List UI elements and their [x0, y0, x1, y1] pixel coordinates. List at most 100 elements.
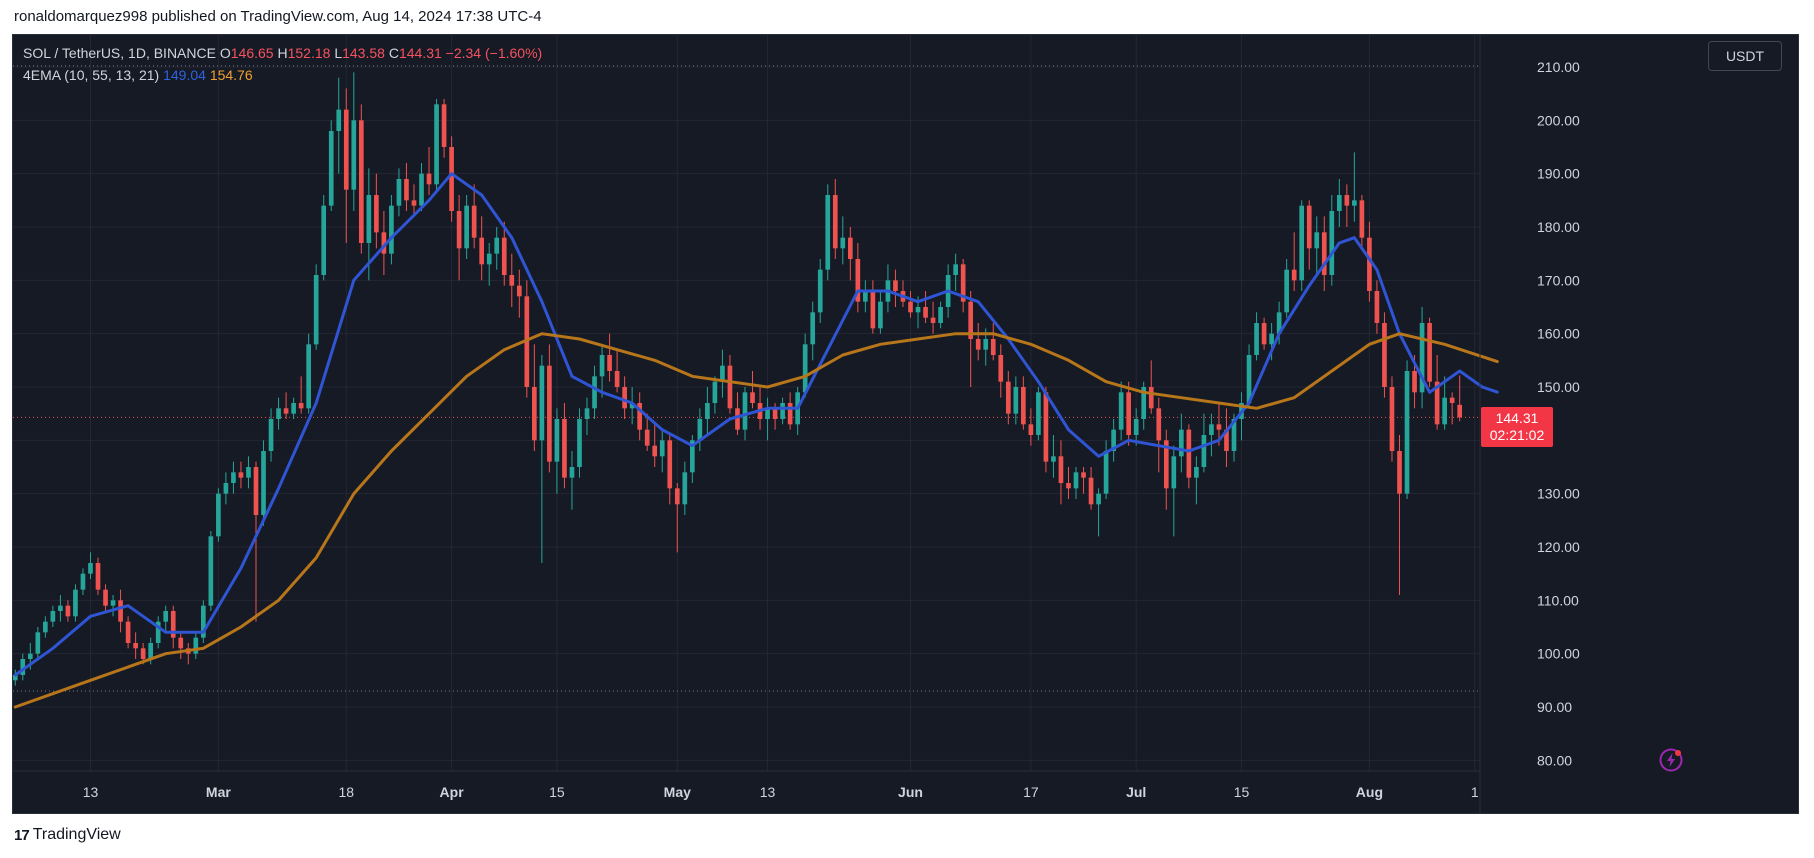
candle-body[interactable] — [1246, 355, 1252, 403]
candle-body[interactable] — [562, 419, 567, 478]
candle-body[interactable] — [1306, 205, 1312, 249]
candle-body[interactable] — [366, 195, 372, 243]
ema-55-line[interactable] — [13, 332, 1499, 709]
candle-body[interactable] — [1261, 323, 1267, 345]
candle-body[interactable] — [539, 365, 545, 441]
candle-body[interactable] — [644, 429, 650, 446]
candle-body[interactable] — [441, 104, 447, 147]
candle-body[interactable] — [1156, 408, 1162, 441]
candle-body[interactable] — [1397, 451, 1402, 494]
candle-body[interactable] — [88, 563, 93, 574]
candle-body[interactable] — [43, 621, 48, 633]
candle-body[interactable] — [125, 621, 131, 643]
candle-body[interactable] — [95, 563, 101, 590]
candle-body[interactable] — [494, 237, 500, 254]
candle-body[interactable] — [735, 408, 740, 430]
candle-body[interactable] — [1344, 195, 1350, 206]
candle-body[interactable] — [817, 269, 823, 313]
candle-body[interactable] — [1066, 483, 1071, 489]
candle-body[interactable] — [381, 232, 387, 254]
candle-body[interactable] — [1427, 323, 1432, 382]
candle-body[interactable] — [1021, 387, 1026, 425]
candle-body[interactable] — [343, 109, 349, 190]
candle-body[interactable] — [1103, 451, 1109, 494]
candle-body[interactable] — [1442, 397, 1447, 425]
candle-body[interactable] — [1163, 440, 1169, 489]
candle-body[interactable] — [742, 392, 748, 430]
candle-body[interactable] — [283, 408, 289, 414]
currency-button[interactable]: USDT — [1708, 41, 1782, 71]
candle-body[interactable] — [832, 195, 838, 249]
candle-body[interactable] — [216, 493, 221, 537]
candle-body[interactable] — [261, 451, 266, 515]
candle-body[interactable] — [268, 419, 274, 451]
candle-body[interactable] — [1382, 323, 1387, 387]
candle-body[interactable] — [426, 173, 432, 185]
candle-body[interactable] — [712, 381, 718, 403]
lightning-alert-icon[interactable] — [1658, 747, 1684, 773]
candle-body[interactable] — [50, 611, 56, 622]
candle-body[interactable] — [58, 605, 63, 611]
candle-body[interactable] — [1336, 195, 1342, 211]
candle-body[interactable] — [1374, 291, 1380, 323]
candle-body[interactable] — [1412, 371, 1417, 393]
candle-body[interactable] — [569, 467, 575, 478]
candle-body[interactable] — [1201, 435, 1207, 467]
candle-body[interactable] — [118, 600, 123, 622]
candle-body[interactable] — [810, 312, 816, 345]
candle-body[interactable] — [863, 291, 868, 302]
candle-body[interactable] — [103, 589, 108, 606]
candle-body[interactable] — [1209, 424, 1214, 435]
candle-body[interactable] — [148, 643, 154, 659]
candle-body[interactable] — [1314, 232, 1320, 249]
candle-body[interactable] — [697, 419, 703, 441]
candle-body[interactable] — [1457, 404, 1463, 418]
candle-body[interactable] — [599, 355, 605, 377]
candle-body[interactable] — [787, 403, 793, 425]
candle-body[interactable] — [35, 632, 41, 654]
tradingview-logo[interactable]: 17 TradingView — [14, 826, 121, 844]
candle-body[interactable] — [1291, 269, 1297, 281]
candle-body[interactable] — [1133, 419, 1139, 435]
symbol-label[interactable]: SOL / TetherUS, 1D, BINANCE — [23, 45, 216, 61]
candle-body[interactable] — [577, 419, 582, 467]
candle-body[interactable] — [411, 200, 417, 206]
candle-body[interactable] — [554, 419, 560, 462]
candle-body[interactable] — [298, 403, 304, 409]
candle-body[interactable] — [1254, 323, 1259, 355]
candle-body[interactable] — [998, 355, 1004, 382]
candle-body[interactable] — [532, 387, 537, 441]
candle-body[interactable] — [140, 648, 146, 659]
candle-body[interactable] — [374, 195, 379, 233]
candle-body[interactable] — [780, 403, 785, 419]
candle-body[interactable] — [80, 573, 86, 590]
candle-body[interactable] — [336, 109, 342, 131]
ema-10-line[interactable] — [13, 172, 1499, 677]
candle-body[interactable] — [1043, 392, 1049, 462]
candle-body[interactable] — [1179, 429, 1184, 457]
candle-body[interactable] — [1449, 397, 1455, 403]
candle-body[interactable] — [1194, 467, 1199, 478]
candle-body[interactable] — [1269, 333, 1274, 345]
candle-body[interactable] — [1419, 323, 1425, 393]
candle-body[interactable] — [73, 589, 78, 617]
candle-body[interactable] — [1359, 200, 1365, 238]
candle-body[interactable] — [923, 307, 928, 318]
candle-body[interactable] — [396, 179, 402, 206]
candle-body[interactable] — [178, 637, 184, 649]
candle-body[interactable] — [592, 376, 597, 409]
candle-body[interactable] — [1224, 429, 1229, 451]
candle-body[interactable] — [313, 275, 319, 345]
candle-body[interactable] — [486, 253, 492, 265]
candle-body[interactable] — [20, 659, 26, 675]
candle-body[interactable] — [163, 611, 169, 622]
candle-body[interactable] — [990, 339, 996, 355]
candle-body[interactable] — [840, 237, 846, 249]
candle-body[interactable] — [223, 483, 229, 494]
candle-body[interactable] — [1329, 211, 1335, 275]
candle-body[interactable] — [1231, 419, 1237, 451]
candle-body[interactable] — [456, 211, 462, 249]
candle-body[interactable] — [968, 301, 974, 339]
candle-body[interactable] — [750, 392, 755, 403]
candle-body[interactable] — [321, 205, 327, 275]
